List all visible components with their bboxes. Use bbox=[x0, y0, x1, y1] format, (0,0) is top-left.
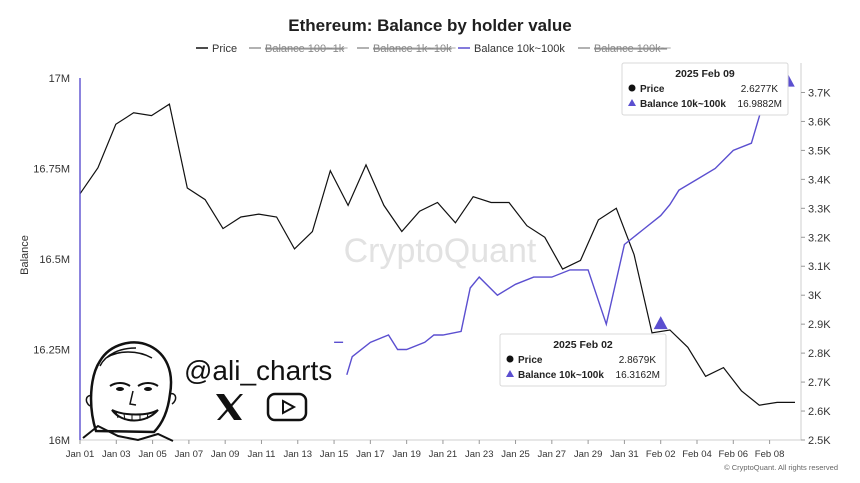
tooltip-box-1 bbox=[499, 333, 667, 387]
y-right-tick-8: 3.3K bbox=[808, 203, 831, 215]
x-axis: Jan 01 Jan 03 Jan 05 Jan 07 Jan 09 Jan 11 Jan … bbox=[66, 439, 801, 460]
y-right-tick-3: 2.8K bbox=[808, 348, 831, 360]
y-axis-right: 2.5K 2.6K 2.7K 2.8K 2.9K 3K 3.1K 3.2K 3.3K 3.4K 3.… bbox=[800, 63, 831, 447]
x-logo-icon bbox=[216, 394, 243, 420]
y-left-tick-4: 17M bbox=[49, 73, 70, 85]
social-handle: @ali_charts bbox=[184, 355, 332, 386]
y-left-tick-2: 16.5M bbox=[39, 254, 70, 266]
tooltip-price-dot-1 bbox=[506, 355, 514, 363]
x-tick-15: Jan 31 bbox=[610, 449, 639, 460]
tooltip-balance-value-0: 16.9882M bbox=[738, 99, 782, 110]
x-tick-17: Feb 04 bbox=[682, 449, 712, 460]
tooltip-price-dot-0 bbox=[628, 84, 636, 92]
y-right-tick-2: 2.7K bbox=[808, 377, 831, 389]
y-right-tick-4: 2.9K bbox=[808, 319, 831, 331]
legend-item-1: Balance 100~1k bbox=[265, 43, 345, 55]
x-tick-2: Jan 05 bbox=[138, 449, 167, 460]
y-right-tick-12: 3.7K bbox=[808, 87, 831, 99]
y-right-tick-7: 3.2K bbox=[808, 232, 831, 244]
tooltip-price-value-1: 2.8679K bbox=[619, 355, 657, 366]
x-tick-11: Jan 23 bbox=[465, 449, 494, 460]
legend-item-0: Price bbox=[212, 43, 237, 55]
x-tick-12: Jan 25 bbox=[501, 449, 530, 460]
tooltip-balance-label-0: Balance 10k~100k bbox=[640, 99, 726, 110]
tooltip-balance-value-1: 16.3162M bbox=[616, 370, 660, 381]
tooltip-price-label-1: Price bbox=[518, 355, 543, 366]
balance-line-segment-2 bbox=[346, 80, 788, 376]
legend-item-3: Balance 10k~100k bbox=[474, 43, 565, 55]
y-left-tick-3: 16.75M bbox=[33, 164, 70, 176]
x-tick-3: Jan 07 bbox=[175, 449, 204, 460]
x-tick-14: Jan 29 bbox=[574, 449, 603, 460]
y-right-tick-10: 3.5K bbox=[808, 145, 831, 157]
tooltip-balance-label-1: Balance 10k~100k bbox=[518, 370, 604, 381]
x-tick-13: Jan 27 bbox=[538, 449, 567, 460]
y-left-tick-1: 16.25M bbox=[33, 345, 70, 357]
legend-item-2: Balance 1k~10k bbox=[373, 43, 452, 55]
y-right-tick-11: 3.6K bbox=[808, 116, 831, 128]
y-right-tick-0: 2.5K bbox=[808, 435, 831, 447]
legend-item-4: Balance 100k~ bbox=[594, 43, 667, 55]
price-line bbox=[79, 103, 795, 406]
x-tick-1: Jan 03 bbox=[102, 449, 131, 460]
x-tick-6: Jan 13 bbox=[284, 449, 313, 460]
youtube-play-icon bbox=[266, 392, 308, 422]
chart-title: Ethereum: Balance by holder value bbox=[288, 16, 571, 35]
x-tick-7: Jan 15 bbox=[320, 449, 349, 460]
tooltips: 2025 Feb 09 Price 2.6277K Balance 10k~100k 1… bbox=[499, 62, 789, 387]
tooltip-date-1: 2025 Feb 02 bbox=[553, 339, 613, 351]
y-axis-label: Balance bbox=[19, 235, 31, 275]
y-right-tick-5: 3K bbox=[808, 290, 822, 302]
y-right-tick-6: 3.1K bbox=[808, 261, 831, 273]
copyright: © CryptoQuant. All rights reserved bbox=[724, 463, 838, 472]
x-tick-8: Jan 17 bbox=[356, 449, 385, 460]
x-tick-19: Feb 08 bbox=[755, 449, 785, 460]
y-left-tick-0: 16M bbox=[49, 435, 70, 447]
x-tick-18: Feb 06 bbox=[719, 449, 749, 460]
tooltip-price-label-0: Price bbox=[640, 84, 665, 95]
x-tick-16: Feb 02 bbox=[646, 449, 676, 460]
x-tick-9: Jan 19 bbox=[392, 449, 421, 460]
y-right-tick-9: 3.4K bbox=[808, 174, 831, 186]
tooltip-price-value-0: 2.6277K bbox=[741, 84, 779, 95]
balance-marker-feb02 bbox=[653, 316, 668, 330]
legend: Price Balance 100~1k Balance 1k~10k Balance… bbox=[196, 43, 671, 55]
tooltip-balance-marker-1 bbox=[506, 370, 514, 377]
x-tick-10: Jan 21 bbox=[429, 449, 458, 460]
x-tick-0: Jan 01 bbox=[66, 449, 95, 460]
x-tick-5: Jan 11 bbox=[248, 449, 276, 460]
tooltip-box-0 bbox=[621, 62, 789, 116]
tooltip-balance-marker-0 bbox=[628, 99, 636, 106]
meme-face-avatar bbox=[82, 341, 177, 442]
watermark: CryptoQuant bbox=[344, 232, 537, 270]
x-tick-4: Jan 09 bbox=[211, 449, 240, 460]
tooltip-date-0: 2025 Feb 09 bbox=[675, 68, 735, 80]
y-axis-left: 16M 16.25M 16.5M 16.75M 17M bbox=[33, 73, 70, 447]
y-right-tick-1: 2.6K bbox=[808, 406, 831, 418]
